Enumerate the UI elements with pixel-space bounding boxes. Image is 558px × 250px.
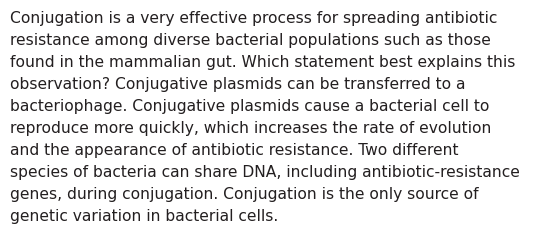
Text: genetic variation in bacterial cells.: genetic variation in bacterial cells. (10, 208, 278, 224)
Text: found in the mammalian gut. Which statement best explains this: found in the mammalian gut. Which statem… (10, 55, 516, 70)
Text: bacteriophage. Conjugative plasmids cause a bacterial cell to: bacteriophage. Conjugative plasmids caus… (10, 99, 489, 114)
Text: reproduce more quickly, which increases the rate of evolution: reproduce more quickly, which increases … (10, 121, 492, 136)
Text: observation? Conjugative plasmids can be transferred to a: observation? Conjugative plasmids can be… (10, 77, 465, 92)
Text: species of bacteria can share DNA, including antibiotic-resistance: species of bacteria can share DNA, inclu… (10, 165, 520, 180)
Text: resistance among diverse bacterial populations such as those: resistance among diverse bacterial popul… (10, 33, 491, 48)
Text: genes, during conjugation. Conjugation is the only source of: genes, during conjugation. Conjugation i… (10, 186, 479, 202)
Text: Conjugation is a very effective process for spreading antibiotic: Conjugation is a very effective process … (10, 11, 497, 26)
Text: and the appearance of antibiotic resistance. Two different: and the appearance of antibiotic resista… (10, 143, 459, 158)
